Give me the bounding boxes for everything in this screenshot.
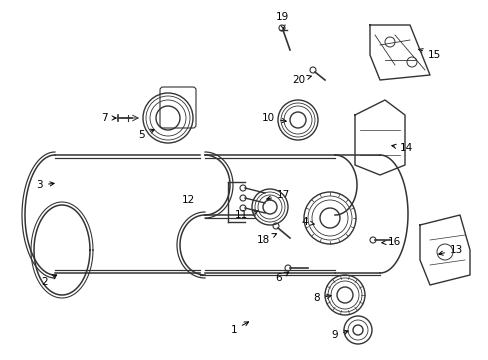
Text: 10: 10: [262, 113, 285, 123]
Text: 19: 19: [275, 12, 288, 29]
Text: 8: 8: [313, 293, 330, 303]
Text: 17: 17: [266, 190, 290, 200]
Text: 13: 13: [438, 245, 462, 255]
Text: 9: 9: [331, 330, 347, 340]
Text: 3: 3: [36, 180, 54, 190]
Text: 6: 6: [275, 272, 288, 283]
Text: 4: 4: [301, 217, 314, 227]
Text: 14: 14: [391, 143, 412, 153]
Text: 7: 7: [101, 113, 116, 123]
Text: 15: 15: [418, 49, 440, 60]
Text: 5: 5: [138, 129, 154, 140]
Text: 18: 18: [256, 234, 276, 245]
Text: 20: 20: [291, 75, 311, 85]
Text: 2: 2: [41, 275, 57, 287]
Text: 16: 16: [381, 237, 401, 247]
Text: 11: 11: [234, 210, 258, 220]
Text: 12: 12: [182, 195, 195, 205]
Text: 1: 1: [230, 322, 248, 335]
